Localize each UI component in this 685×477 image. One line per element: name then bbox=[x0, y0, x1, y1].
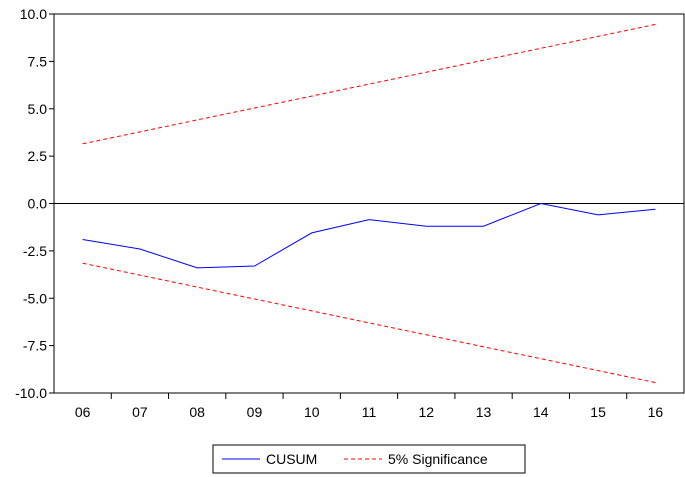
y-tick-label: -2.5 bbox=[23, 243, 47, 259]
x-axis: 06 07 08 09 10 11 12 13 14 15 16 bbox=[75, 393, 664, 420]
upper-significance-line bbox=[82, 23, 656, 145]
y-tick-label: -10.0 bbox=[15, 385, 47, 401]
legend-label-significance: 5% Significance bbox=[388, 451, 488, 467]
x-tick-label: 13 bbox=[476, 404, 492, 420]
legend: CUSUM 5% Significance bbox=[212, 444, 526, 474]
x-tick-label: 09 bbox=[247, 404, 263, 420]
legend-label-cusum: CUSUM bbox=[266, 451, 317, 467]
x-tick-label: 10 bbox=[304, 404, 320, 420]
x-tick-label: 12 bbox=[418, 404, 434, 420]
cusum-series-line bbox=[82, 202, 656, 269]
y-tick-label: -5.0 bbox=[23, 290, 47, 306]
x-tick-label: 15 bbox=[590, 404, 606, 420]
x-tick-label: 07 bbox=[132, 404, 148, 420]
x-tick-label: 06 bbox=[75, 404, 91, 420]
y-tick-label: 5.0 bbox=[28, 101, 48, 117]
x-tick-label: 08 bbox=[189, 404, 205, 420]
y-axis: 10.0 7.5 5.0 2.5 0.0 -2.5 -5.0 -7.5 -10.0 bbox=[15, 6, 54, 401]
y-tick-label: 0.0 bbox=[28, 196, 48, 212]
x-tick-label: 14 bbox=[533, 404, 549, 420]
y-tick-label: 10.0 bbox=[20, 6, 47, 22]
y-tick-label: 7.5 bbox=[28, 53, 48, 69]
y-tick-label: 2.5 bbox=[28, 148, 48, 164]
series-layer bbox=[82, 23, 656, 384]
x-tick-label: 11 bbox=[362, 404, 377, 420]
lower-significance-line bbox=[82, 262, 656, 384]
y-tick-label: -7.5 bbox=[23, 338, 47, 354]
x-tick-label: 16 bbox=[648, 404, 664, 420]
